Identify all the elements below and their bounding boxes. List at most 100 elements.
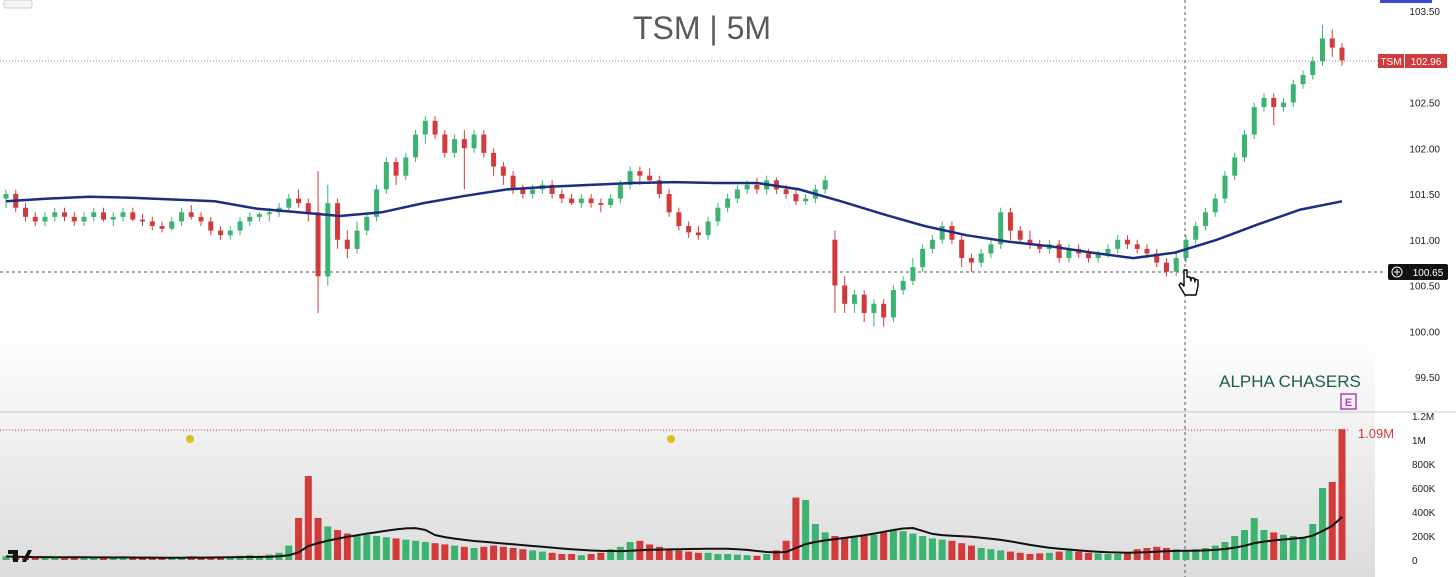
candle bbox=[81, 212, 87, 227]
candle bbox=[305, 198, 311, 222]
candle bbox=[452, 134, 458, 158]
volume-bar bbox=[1045, 552, 1053, 560]
volume-bar bbox=[1104, 554, 1112, 560]
earnings-marker[interactable]: E bbox=[1340, 393, 1357, 410]
candle bbox=[939, 221, 945, 245]
candle bbox=[832, 230, 838, 313]
candle bbox=[110, 212, 116, 227]
candle bbox=[491, 148, 497, 176]
volume-bar bbox=[1279, 534, 1287, 560]
volume-bar bbox=[90, 557, 98, 560]
candle bbox=[510, 171, 516, 194]
volume-bar bbox=[197, 557, 205, 560]
volume-bar bbox=[1309, 524, 1317, 560]
volume-bar bbox=[353, 536, 361, 560]
event-dot[interactable] bbox=[186, 435, 194, 443]
volume-peak-label: 1.09M bbox=[1358, 426, 1394, 441]
candle bbox=[988, 239, 994, 259]
candle bbox=[442, 129, 448, 158]
candle bbox=[1037, 239, 1043, 254]
volume-axis-tick: 0 bbox=[1412, 556, 1418, 567]
crosshair-plus-icon bbox=[1391, 266, 1403, 278]
candle bbox=[461, 129, 467, 190]
volume-bar bbox=[724, 554, 732, 560]
candle bbox=[890, 285, 896, 323]
price-axis-tick: 101.00 bbox=[1409, 236, 1440, 247]
volume-bar bbox=[782, 540, 790, 560]
volume-bar bbox=[1289, 536, 1297, 560]
volume-axis-tick: 1.2M bbox=[1412, 412, 1434, 423]
volume-bar bbox=[743, 555, 751, 560]
volume-bar bbox=[675, 550, 683, 560]
volume-bar bbox=[577, 555, 585, 560]
crosshair-price-value: 100.65 bbox=[1413, 268, 1444, 279]
candle bbox=[237, 216, 243, 236]
volume-bar bbox=[1055, 551, 1063, 560]
candle bbox=[900, 276, 906, 295]
volume-bar bbox=[616, 546, 624, 560]
candle bbox=[354, 221, 360, 254]
volume-bar bbox=[909, 533, 917, 560]
candle bbox=[871, 299, 877, 327]
volume-axis[interactable]: 1.2M 1M 800K 600K 400K 200K 0 bbox=[1412, 412, 1436, 567]
volume-bar bbox=[841, 538, 849, 560]
volume-bar bbox=[304, 476, 312, 560]
volume-axis-tick: 200K bbox=[1412, 532, 1436, 543]
candle bbox=[1173, 253, 1179, 277]
volume-bar bbox=[285, 545, 293, 560]
candle bbox=[998, 207, 1004, 249]
event-dot[interactable] bbox=[667, 435, 675, 443]
volume-bar bbox=[997, 550, 1005, 560]
candle bbox=[851, 290, 857, 313]
candle bbox=[1066, 244, 1072, 263]
candle bbox=[559, 189, 565, 204]
candle bbox=[344, 230, 350, 259]
volume-bar bbox=[1006, 551, 1014, 560]
volume-bar bbox=[295, 518, 303, 560]
volume-bar bbox=[431, 543, 439, 560]
candle bbox=[1290, 79, 1296, 108]
candle bbox=[169, 216, 175, 231]
candle bbox=[1056, 239, 1062, 263]
candle bbox=[842, 276, 848, 313]
price-axis-tick: 100.00 bbox=[1409, 327, 1440, 338]
candle bbox=[705, 216, 711, 240]
volume-bar bbox=[655, 546, 663, 560]
candle bbox=[793, 189, 799, 205]
candle bbox=[1310, 56, 1316, 80]
volume-bar bbox=[1338, 429, 1346, 560]
volume-bar bbox=[948, 540, 956, 560]
volume-bar bbox=[860, 536, 868, 560]
candle bbox=[686, 221, 692, 238]
volume-bar bbox=[519, 549, 527, 560]
chart-settings-icon[interactable] bbox=[3, 0, 33, 9]
candle bbox=[569, 194, 575, 205]
candle bbox=[1027, 230, 1033, 249]
candle bbox=[1329, 29, 1335, 57]
volume-bar bbox=[1201, 548, 1209, 560]
volume-bar bbox=[928, 538, 936, 560]
volume-bar bbox=[587, 554, 595, 560]
candle bbox=[413, 129, 419, 162]
candle bbox=[578, 194, 584, 208]
volume-bar bbox=[2, 556, 10, 560]
candle bbox=[257, 212, 263, 222]
volume-bar bbox=[334, 530, 342, 560]
volume-bar bbox=[870, 534, 878, 560]
volume-bar bbox=[412, 540, 420, 560]
volume-bar bbox=[919, 536, 927, 560]
candle bbox=[968, 253, 974, 272]
volume-bar bbox=[1182, 550, 1190, 560]
candle bbox=[23, 203, 29, 222]
platform-logo-icon bbox=[8, 550, 32, 562]
candle bbox=[296, 189, 302, 208]
volume-bar bbox=[168, 557, 176, 560]
volume-bar bbox=[1192, 549, 1200, 560]
volume-bar bbox=[1016, 552, 1024, 560]
volume-bar bbox=[987, 549, 995, 560]
volume-bar bbox=[958, 543, 966, 560]
volume-bar bbox=[41, 557, 49, 560]
volume-bar bbox=[792, 497, 800, 560]
volume-bar bbox=[1162, 548, 1170, 560]
